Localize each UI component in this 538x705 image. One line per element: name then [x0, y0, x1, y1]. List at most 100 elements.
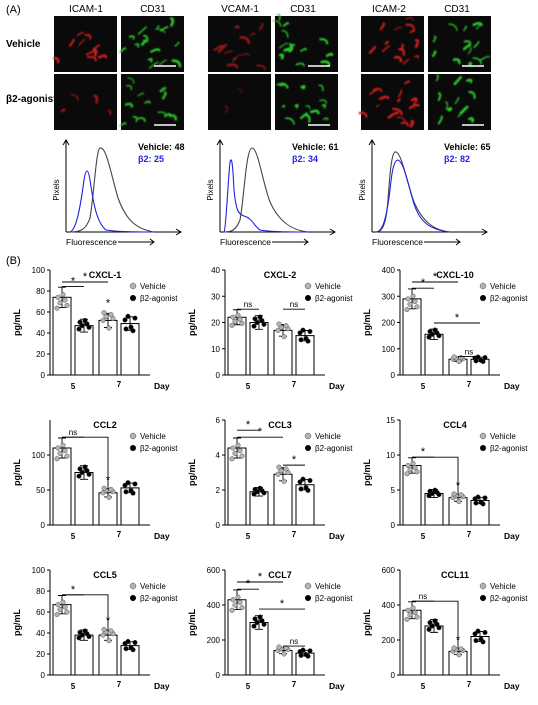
legend-b2-marker	[130, 445, 136, 451]
x-tick-label: 7	[467, 530, 472, 539]
micrograph-stroke	[281, 29, 289, 38]
micrograph-stroke	[288, 43, 296, 49]
y-tick-label: 20	[211, 319, 220, 328]
micrograph-stroke	[310, 109, 320, 115]
b2-point	[298, 486, 304, 492]
significance-line	[412, 456, 459, 494]
legend-vehicle-label: Vehicle	[490, 432, 516, 441]
y-tick-label: 4	[216, 451, 221, 460]
y-axis-label: pg/mL	[12, 309, 22, 336]
hist-y-arrow	[216, 139, 224, 146]
micrograph-stroke	[319, 38, 329, 45]
vehicle-point	[410, 605, 416, 611]
header-cd31-3: CD31	[444, 4, 470, 15]
b2-point	[426, 334, 432, 340]
hist-y-arrow	[62, 139, 70, 146]
vehicle-point	[101, 310, 107, 316]
vehicle-point	[239, 453, 245, 459]
micrograph-icam2-vehicle	[361, 16, 424, 72]
b2-point	[76, 473, 82, 479]
micrograph-stroke	[249, 32, 256, 37]
legend-vehicle-marker	[479, 282, 487, 290]
micrograph-stroke	[288, 43, 294, 52]
b2-point	[473, 500, 479, 506]
chart-title: CXCL-2	[264, 270, 297, 280]
b2-point	[300, 327, 306, 333]
ns-label: ns	[290, 637, 298, 646]
y-tick-label: 80	[36, 587, 45, 596]
vehicle-point	[451, 645, 457, 651]
vehicle-point	[229, 607, 235, 613]
b2-point	[298, 337, 304, 343]
micrograph-stroke	[171, 59, 182, 68]
micrograph-stroke	[170, 17, 175, 27]
hist-xlabel: Fluorescence	[372, 237, 423, 247]
b2-point	[125, 313, 131, 319]
micrograph-stroke	[468, 117, 475, 123]
bar	[249, 322, 269, 376]
micrograph-stroke	[393, 55, 403, 63]
vehicle-point	[235, 442, 241, 448]
bar	[470, 636, 490, 676]
micrograph-stroke	[85, 50, 96, 56]
y-axis-label: pg/mL	[362, 609, 372, 636]
legend-b2-label: β2-agonist	[490, 444, 528, 453]
legend-vehicle-label: Vehicle	[490, 282, 516, 291]
vehicle-point	[54, 456, 60, 462]
x-tick-label: 7	[292, 380, 297, 389]
y-tick-label: 600	[207, 566, 221, 575]
y-tick-label: 100	[32, 266, 46, 275]
micrograph-stroke	[391, 107, 403, 116]
b2-point	[475, 354, 481, 360]
x-axis-label: Day	[154, 531, 170, 541]
micrograph-stroke	[375, 104, 380, 108]
vehicle-point	[407, 301, 413, 307]
vehicle-point	[106, 494, 112, 500]
micrograph-vcam1-b2	[208, 74, 271, 130]
b2-point	[125, 480, 131, 486]
y-tick-label: 10	[211, 345, 220, 354]
vehicle-point	[276, 464, 282, 470]
vehicle-point	[405, 463, 411, 469]
legend-vehicle-marker	[129, 432, 137, 440]
vehicle-point	[64, 609, 70, 615]
legend-b2-marker	[480, 295, 486, 301]
micrograph-stroke	[224, 50, 233, 55]
chart-title: CCL11	[441, 570, 469, 580]
chart-ccl5: CCL5 0 20 40 60 80 100 pg/mL 5 7 Day Vehicle β2-agon…	[12, 566, 178, 691]
bar	[120, 487, 140, 526]
vehicle-point	[230, 445, 236, 451]
micrograph-stroke	[466, 78, 473, 84]
vehicle-point	[275, 327, 281, 333]
micrograph-stroke	[300, 84, 306, 90]
ns-label: ns	[419, 592, 427, 601]
micrograph-stroke	[454, 97, 460, 105]
bar	[249, 491, 269, 526]
y-tick-label: 60	[36, 308, 45, 317]
significance-star: *	[455, 312, 460, 324]
vehicle-point	[232, 318, 238, 324]
hist-ylabel: Pixels	[358, 179, 367, 200]
row-label-vehicle: Vehicle	[6, 39, 41, 50]
vehicle-point	[55, 602, 61, 608]
b2-point	[257, 485, 263, 491]
vehicle-point	[414, 614, 420, 620]
vehicle-point	[235, 312, 241, 318]
vehicle-point	[283, 323, 289, 329]
significance-star: *	[83, 271, 88, 283]
legend-b2-marker	[305, 595, 311, 601]
b2-point	[473, 638, 479, 644]
vehicle-point	[404, 307, 410, 313]
micrograph-stroke	[387, 111, 399, 119]
legend-b2-marker	[480, 445, 486, 451]
micrograph-stroke	[322, 117, 329, 121]
vehicle-point	[108, 312, 114, 318]
panel-b-label: (B)	[6, 255, 21, 267]
micrograph-stroke	[480, 55, 490, 61]
y-tick-label: 200	[207, 636, 221, 645]
error-bar	[233, 437, 241, 459]
legend-b2-marker	[480, 595, 486, 601]
hist-ylabel: Pixels	[206, 179, 215, 200]
micrograph-stroke	[321, 104, 327, 109]
